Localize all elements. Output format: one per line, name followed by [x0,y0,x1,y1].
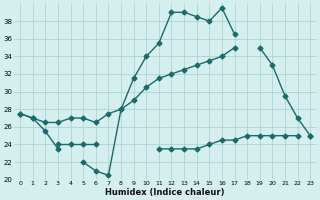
X-axis label: Humidex (Indice chaleur): Humidex (Indice chaleur) [106,188,225,197]
